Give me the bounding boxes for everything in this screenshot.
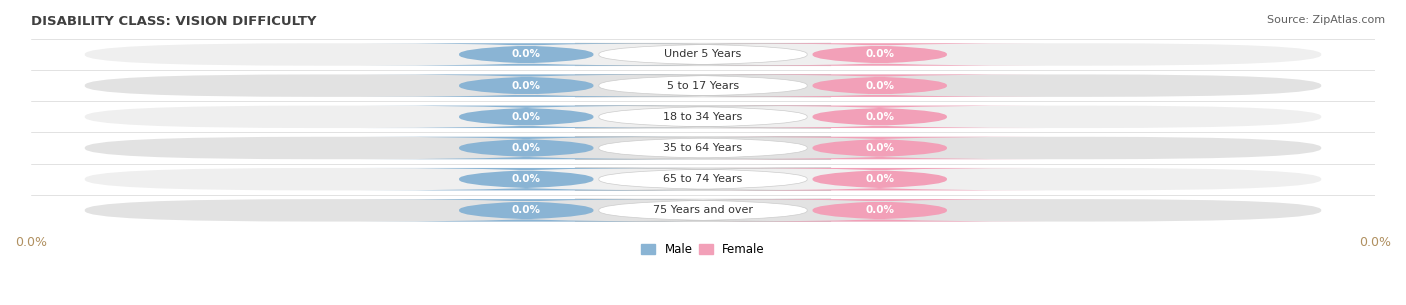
Text: 0.0%: 0.0% — [865, 143, 894, 153]
FancyBboxPatch shape — [84, 168, 1322, 190]
Text: 0.0%: 0.0% — [512, 205, 541, 215]
FancyBboxPatch shape — [361, 74, 692, 97]
Text: DISABILITY CLASS: VISION DIFFICULTY: DISABILITY CLASS: VISION DIFFICULTY — [31, 15, 316, 28]
Text: Source: ZipAtlas.com: Source: ZipAtlas.com — [1267, 15, 1385, 25]
FancyBboxPatch shape — [84, 106, 1322, 128]
Text: Under 5 Years: Under 5 Years — [665, 49, 741, 59]
FancyBboxPatch shape — [714, 74, 1045, 97]
FancyBboxPatch shape — [361, 168, 692, 190]
Text: 75 Years and over: 75 Years and over — [652, 205, 754, 215]
FancyBboxPatch shape — [84, 74, 1322, 97]
FancyBboxPatch shape — [714, 199, 1045, 221]
FancyBboxPatch shape — [575, 199, 831, 221]
FancyBboxPatch shape — [714, 106, 1045, 128]
Text: 0.0%: 0.0% — [865, 81, 894, 91]
Text: 0.0%: 0.0% — [865, 112, 894, 122]
FancyBboxPatch shape — [84, 199, 1322, 221]
Text: 35 to 64 Years: 35 to 64 Years — [664, 143, 742, 153]
Text: 0.0%: 0.0% — [865, 49, 894, 59]
Text: 0.0%: 0.0% — [512, 81, 541, 91]
FancyBboxPatch shape — [575, 168, 831, 190]
Text: 18 to 34 Years: 18 to 34 Years — [664, 112, 742, 122]
Legend: Male, Female: Male, Female — [637, 239, 769, 261]
Text: 65 to 74 Years: 65 to 74 Years — [664, 174, 742, 184]
FancyBboxPatch shape — [714, 168, 1045, 190]
FancyBboxPatch shape — [714, 137, 1045, 159]
FancyBboxPatch shape — [575, 137, 831, 159]
Text: 0.0%: 0.0% — [512, 49, 541, 59]
Text: 5 to 17 Years: 5 to 17 Years — [666, 81, 740, 91]
Text: 0.0%: 0.0% — [865, 174, 894, 184]
Text: 0.0%: 0.0% — [512, 174, 541, 184]
FancyBboxPatch shape — [714, 43, 1045, 66]
FancyBboxPatch shape — [84, 137, 1322, 159]
FancyBboxPatch shape — [575, 106, 831, 128]
FancyBboxPatch shape — [361, 199, 692, 221]
Text: 0.0%: 0.0% — [512, 112, 541, 122]
FancyBboxPatch shape — [575, 43, 831, 66]
FancyBboxPatch shape — [575, 74, 831, 97]
FancyBboxPatch shape — [84, 43, 1322, 66]
FancyBboxPatch shape — [361, 43, 692, 66]
FancyBboxPatch shape — [361, 106, 692, 128]
FancyBboxPatch shape — [361, 137, 692, 159]
Text: 0.0%: 0.0% — [865, 205, 894, 215]
Text: 0.0%: 0.0% — [512, 143, 541, 153]
